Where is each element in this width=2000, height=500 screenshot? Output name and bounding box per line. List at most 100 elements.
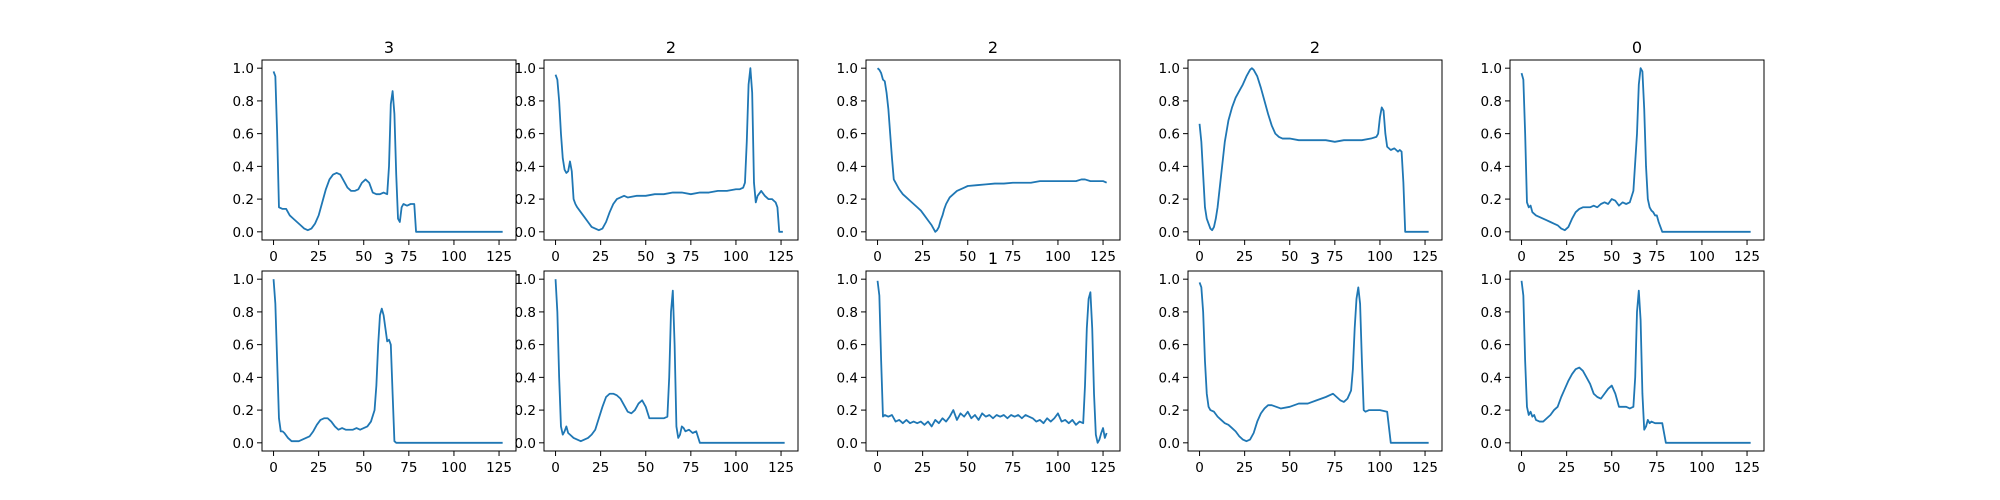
y-tick-label: 0.8	[1159, 305, 1180, 321]
x-tick-label: 0	[551, 249, 560, 265]
series-line	[272, 279, 503, 444]
x-tick-label: 100	[1689, 249, 1715, 265]
y-tick-label: 0.2	[837, 192, 858, 208]
y-tick-label: 0.4	[233, 370, 254, 386]
x-tick-label: 50	[959, 249, 976, 265]
y-tick-label: 0.4	[1481, 159, 1502, 175]
y-tick-label: 0.4	[1159, 370, 1180, 386]
x-tick-label: 125	[1412, 249, 1438, 265]
x-tick-label: 25	[1558, 460, 1575, 476]
x-tick-label: 100	[1367, 249, 1393, 265]
x-tick-label: 125	[1412, 460, 1438, 476]
x-tick-label: 125	[486, 249, 512, 265]
series-line	[1198, 282, 1429, 444]
y-tick-label: 0.2	[515, 403, 536, 419]
y-tick-label: 1.0	[515, 61, 536, 77]
axes-frame	[543, 59, 799, 241]
y-tick-label: 0.8	[837, 305, 858, 321]
y-tick-label: 1.0	[837, 61, 858, 77]
subplot-title: 0	[1632, 38, 1642, 57]
y-tick-label: 0.2	[837, 403, 858, 419]
y-tick-label: 0.0	[1481, 436, 1502, 452]
y-tick-label: 0.8	[1159, 94, 1180, 110]
y-tick-label: 0.0	[1481, 225, 1502, 241]
y-tick-label: 0.0	[233, 436, 254, 452]
x-tick-label: 25	[914, 460, 931, 476]
series-line	[554, 279, 785, 444]
subplot-title: 3	[1310, 249, 1320, 268]
subplot-3: 0 25 50 75 100 125 0.0 0.2 0.4 0.6 0.8 1.0 2	[837, 38, 1121, 265]
axes-frame	[1509, 59, 1765, 241]
subplot-9: 0 25 50 75 100 125 0.0 0.2 0.4 0.6 0.8 1.0 3	[1159, 249, 1443, 476]
axes-frame	[865, 270, 1121, 452]
y-tick-label: 0.6	[233, 338, 254, 354]
x-tick-label: 125	[768, 460, 794, 476]
x-tick-label: 0	[269, 249, 278, 265]
subplot-title: 3	[384, 38, 394, 57]
y-tick-label: 0.0	[1159, 225, 1180, 241]
y-tick-label: 0.6	[515, 127, 536, 143]
axes-frame	[261, 270, 517, 452]
x-tick-label: 75	[1326, 460, 1343, 476]
x-tick-label: 100	[723, 460, 749, 476]
y-tick-label: 0.4	[233, 159, 254, 175]
series-line	[272, 71, 503, 233]
x-tick-label: 50	[637, 249, 654, 265]
x-tick-label: 0	[269, 460, 278, 476]
subplot-5: 0 25 50 75 100 125 0.0 0.2 0.4 0.6 0.8 1.0 0	[1481, 38, 1765, 265]
x-tick-label: 125	[768, 249, 794, 265]
y-tick-label: 0.2	[1159, 403, 1180, 419]
subplot-title: 2	[666, 38, 676, 57]
x-tick-label: 125	[1090, 249, 1116, 265]
x-tick-label: 25	[310, 460, 327, 476]
x-tick-label: 25	[914, 249, 931, 265]
x-tick-label: 0	[1517, 460, 1526, 476]
y-tick-label: 0.0	[233, 225, 254, 241]
x-tick-label: 50	[959, 460, 976, 476]
series-line	[876, 67, 1108, 233]
y-tick-label: 0.4	[1481, 370, 1502, 386]
y-tick-label: 1.0	[233, 61, 254, 77]
subplot-4: 0 25 50 75 100 125 0.0 0.2 0.4 0.6 0.8 1.0 2	[1159, 38, 1443, 265]
y-tick-label: 0.6	[1159, 338, 1180, 354]
subplot-1: 0 25 50 75 100 125 0.0 0.2 0.4 0.6 0.8 1.0 3	[233, 38, 517, 265]
axes-frame	[1509, 270, 1765, 452]
y-tick-label: 1.0	[233, 272, 254, 288]
x-tick-label: 75	[1004, 249, 1021, 265]
x-tick-label: 75	[1648, 460, 1665, 476]
series-line	[1520, 67, 1751, 233]
x-tick-label: 25	[592, 460, 609, 476]
subplot-8: 0 25 50 75 100 125 0.0 0.2 0.4 0.6 0.8 1.0 1	[837, 249, 1121, 476]
x-tick-label: 75	[400, 460, 417, 476]
y-tick-label: 0.2	[1481, 192, 1502, 208]
y-tick-label: 0.2	[1159, 192, 1180, 208]
y-tick-label: 0.2	[515, 192, 536, 208]
x-tick-label: 125	[486, 460, 512, 476]
x-tick-label: 100	[1689, 460, 1715, 476]
x-tick-label: 125	[1090, 460, 1116, 476]
x-tick-label: 75	[1648, 249, 1665, 265]
y-tick-label: 0.4	[837, 159, 858, 175]
y-tick-label: 1.0	[515, 272, 536, 288]
y-tick-label: 0.2	[1481, 403, 1502, 419]
x-tick-label: 50	[355, 249, 372, 265]
x-tick-label: 50	[355, 460, 372, 476]
y-tick-label: 0.8	[1481, 94, 1502, 110]
x-tick-label: 100	[1367, 460, 1393, 476]
x-tick-label: 125	[1734, 460, 1760, 476]
x-tick-label: 100	[1045, 249, 1071, 265]
x-tick-label: 0	[551, 460, 560, 476]
y-tick-label: 0.6	[837, 338, 858, 354]
subplot-title: 3	[384, 249, 394, 268]
y-tick-label: 1.0	[1481, 272, 1502, 288]
y-tick-label: 1.0	[1481, 61, 1502, 77]
y-tick-label: 0.0	[837, 436, 858, 452]
y-tick-label: 0.4	[515, 370, 536, 386]
series-line	[554, 67, 783, 233]
y-tick-label: 0.6	[1159, 127, 1180, 143]
x-tick-label: 25	[1558, 249, 1575, 265]
subplot-2: 0 25 50 75 100 125 0.0 0.2 0.4 0.6 0.8 1.0 2	[515, 38, 799, 265]
y-tick-label: 0.4	[1159, 159, 1180, 175]
series-line	[1520, 280, 1751, 444]
y-tick-label: 0.6	[515, 338, 536, 354]
